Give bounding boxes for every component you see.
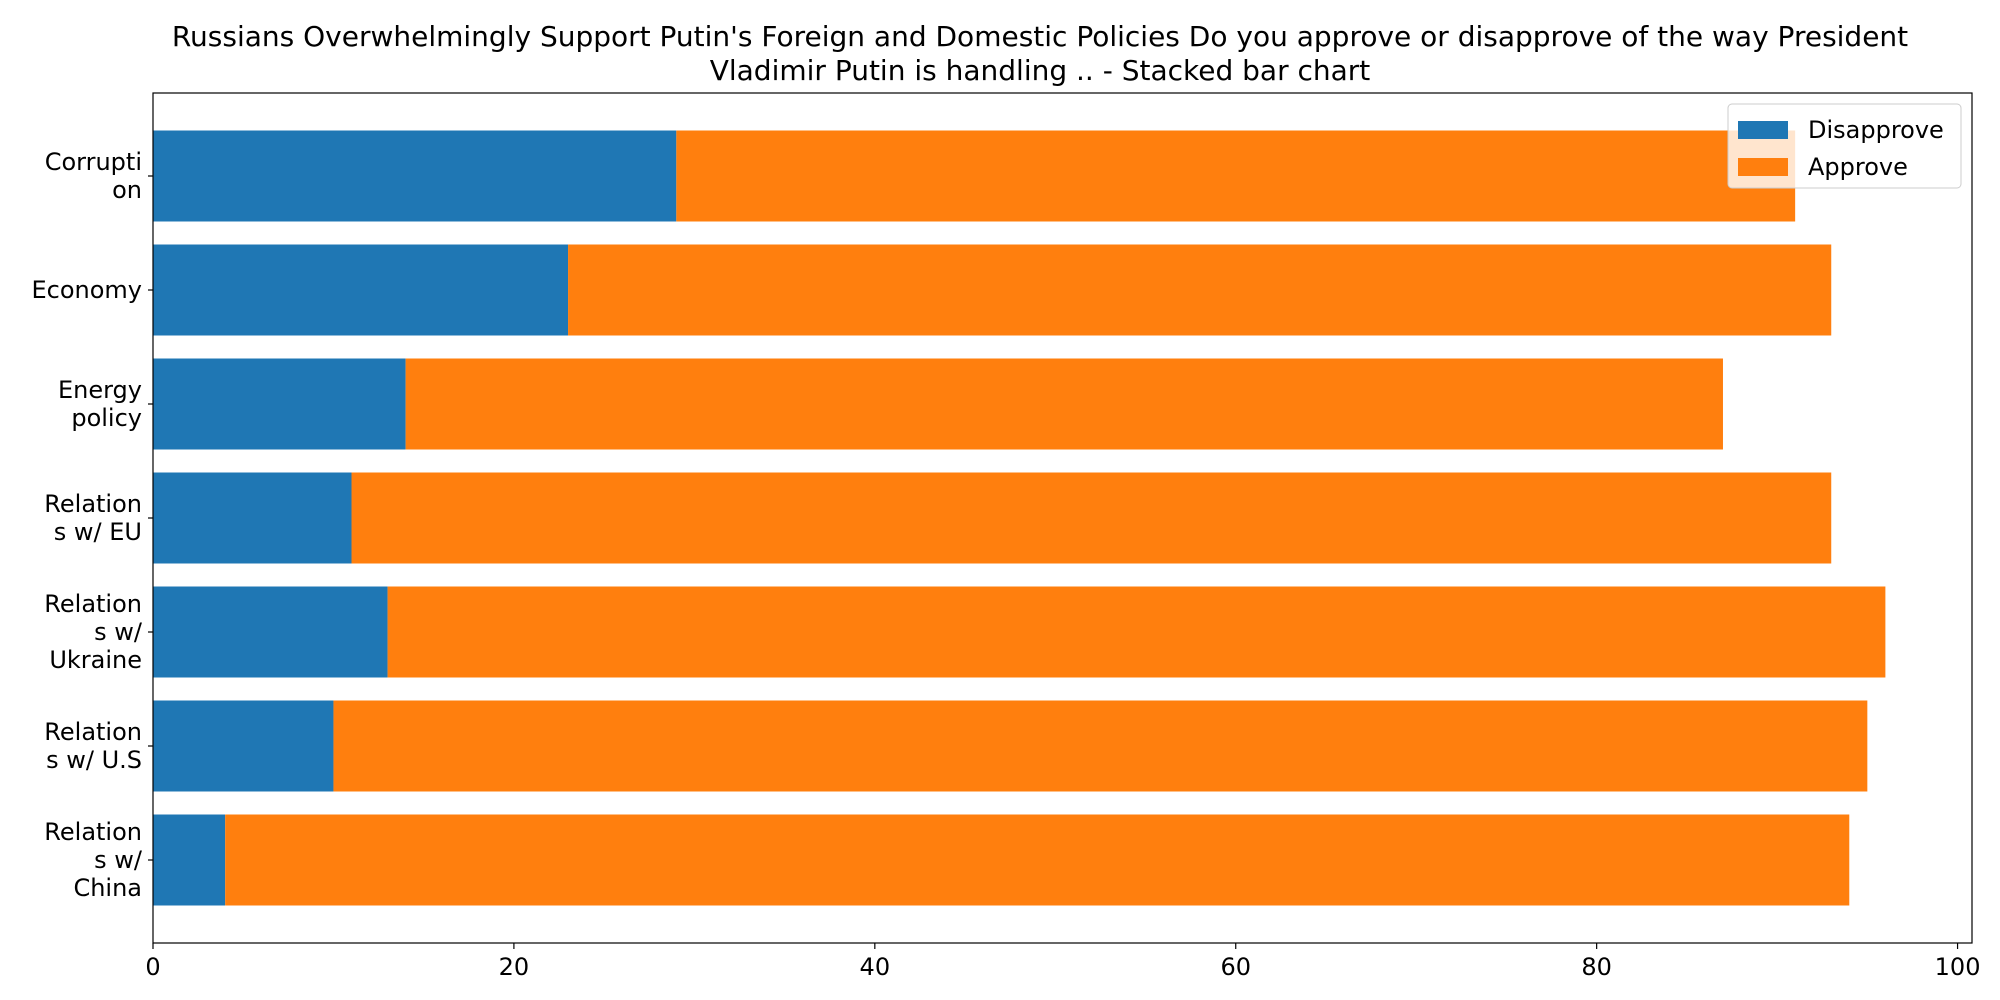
y-tick-label-line: Relation: [44, 718, 142, 746]
y-tick-label-line: Relation: [44, 490, 142, 518]
y-tick-label-line: s w/: [94, 618, 143, 646]
x-tick-label-100: 100: [1935, 953, 1981, 981]
bar-disapprove-relations-w-china: [153, 814, 226, 906]
chart-title-line-2: Vladimir Putin is handling .. - Stacked …: [709, 54, 1371, 87]
y-tick-label-line: policy: [71, 404, 142, 432]
x-tick-label-0: 0: [145, 953, 160, 981]
bar-approve-energy-policy: [405, 358, 1723, 450]
y-tick-label-line: Relation: [44, 590, 142, 618]
bar-disapprove-corruption: [153, 130, 677, 222]
bar-disapprove-relations-w-ukraine: [153, 586, 388, 678]
y-tick-label-relations-w-u-s: Relation s w/ U.S: [44, 718, 142, 774]
legend-label-disapprove: Disapprove: [1808, 116, 1944, 144]
y-tick-label-line: China: [73, 874, 142, 902]
y-tick-label-relations-w-china: Relation s w/China: [44, 818, 143, 902]
y-tick-label-corruption: Corrupti on: [45, 148, 142, 204]
bar-disapprove-energy-policy: [153, 358, 406, 450]
legend-swatch-approve: [1738, 158, 1788, 176]
y-tick-label-line: s w/: [94, 846, 143, 874]
bar-approve-relations-w-eu: [351, 472, 1832, 564]
bar-approve-relations-w-ukraine: [387, 586, 1886, 678]
legend-label-approve: Approve: [1808, 153, 1908, 181]
y-tick-label-line: on: [112, 176, 142, 204]
bars-layer: [153, 130, 1886, 906]
x-tick-label-80: 80: [1581, 953, 1612, 981]
legend-swatch-disapprove: [1738, 121, 1788, 139]
y-tick-label-line: s w/ EU: [54, 518, 142, 546]
x-tick-label-20: 20: [499, 953, 530, 981]
chart-title-line-1: Russians Overwhelmingly Support Putin's …: [171, 20, 1909, 53]
bar-approve-corruption: [676, 130, 1796, 222]
y-tick-label-line: Ukraine: [49, 646, 142, 674]
y-tick-label-line: s w/ U.S: [46, 746, 142, 774]
y-tick-label-line: Economy: [31, 276, 142, 304]
bar-disapprove-economy: [153, 244, 569, 336]
x-tick-label-60: 60: [1220, 953, 1251, 981]
y-tick-label-line: Relation: [44, 818, 142, 846]
bar-approve-economy: [568, 244, 1832, 336]
y-tick-label-relations-w-eu: Relation s w/ EU: [44, 490, 142, 546]
x-axis: 0 20 40 60 80 100: [145, 943, 1980, 981]
bar-disapprove-relations-w-eu: [153, 472, 352, 564]
chart-title: Russians Overwhelmingly Support Putin's …: [120, 20, 1960, 88]
y-tick-label-energy-policy: Energy policy: [58, 376, 142, 432]
x-tick-label-40: 40: [860, 953, 891, 981]
bar-disapprove-relations-w-u-s: [153, 700, 334, 792]
y-tick-label-line: Energy: [58, 376, 142, 404]
y-tick-label-line: Corrupti: [45, 148, 142, 176]
bar-approve-relations-w-u-s: [333, 700, 1868, 792]
y-tick-label-relations-w-ukraine: Relation s w/Ukraine: [44, 590, 143, 674]
y-tick-label-economy: Economy: [31, 276, 142, 304]
bar-approve-relations-w-china: [225, 814, 1850, 906]
legend: Disapprove Approve: [1727, 103, 1962, 189]
